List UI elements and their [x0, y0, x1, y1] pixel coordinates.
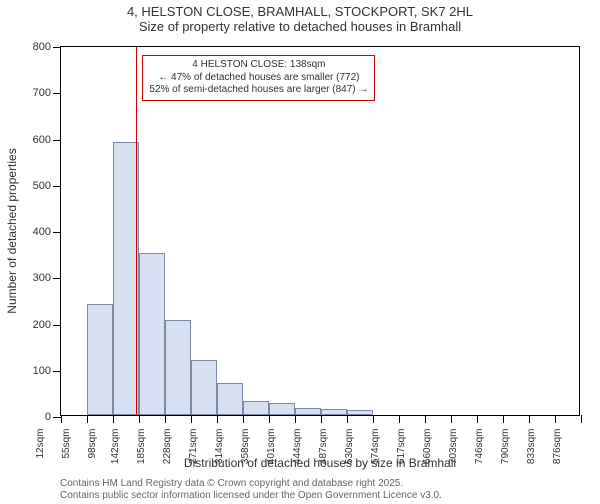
x-tick: [243, 415, 244, 423]
y-tick-label: 600: [33, 134, 51, 146]
annotation-box: 4 HELSTON CLOSE: 138sqm← 47% of detached…: [142, 55, 375, 101]
y-tick: [53, 371, 61, 372]
annotation-line-1: 4 HELSTON CLOSE: 138sqm: [149, 59, 368, 72]
histogram-bar: [165, 320, 191, 415]
plot-region: 010020030040050060070080012sqm55sqm98sqm…: [60, 46, 580, 416]
x-tick: [373, 415, 374, 423]
y-tick: [53, 93, 61, 94]
x-tick: [191, 415, 192, 423]
y-tick: [53, 186, 61, 187]
histogram-bar: [269, 403, 295, 415]
x-tick: [529, 415, 530, 423]
histogram-bar: [321, 409, 347, 415]
x-tick-label: 228sqm: [162, 429, 173, 465]
y-tick: [53, 325, 61, 326]
x-tick-label: 271sqm: [188, 429, 199, 465]
y-tick-label: 0: [45, 411, 51, 423]
x-tick-label: 55sqm: [61, 429, 72, 459]
x-tick: [451, 415, 452, 423]
y-tick: [53, 140, 61, 141]
chart-area: Number of detached properties Distributi…: [60, 46, 580, 416]
x-tick-label: 703sqm: [448, 429, 459, 465]
x-tick: [555, 415, 556, 423]
y-tick-label: 100: [33, 365, 51, 377]
y-tick: [53, 47, 61, 48]
x-tick: [581, 415, 582, 423]
x-tick-label: 401sqm: [266, 429, 277, 465]
x-tick: [165, 415, 166, 423]
x-tick: [503, 415, 504, 423]
y-tick-label: 400: [33, 226, 51, 238]
x-tick-label: 98sqm: [87, 429, 98, 459]
y-tick-label: 500: [33, 180, 51, 192]
histogram-bar: [347, 410, 373, 415]
annotation-line-2: ← 47% of detached houses are smaller (77…: [149, 72, 368, 85]
x-tick-label: 314sqm: [214, 429, 225, 465]
x-tick-label: 185sqm: [136, 429, 147, 465]
chart-title-sub: Size of property relative to detached ho…: [0, 19, 600, 34]
x-tick: [113, 415, 114, 423]
x-tick-label: 358sqm: [240, 429, 251, 465]
x-tick-label: 746sqm: [474, 429, 485, 465]
y-tick-label: 700: [33, 87, 51, 99]
x-tick-label: 617sqm: [396, 429, 407, 465]
x-tick-label: 444sqm: [292, 429, 303, 465]
annotation-line-3: 52% of semi-detached houses are larger (…: [149, 84, 368, 97]
x-tick: [269, 415, 270, 423]
x-tick: [347, 415, 348, 423]
marker-line: [136, 47, 137, 415]
y-tick: [53, 417, 61, 418]
footer-text: Contains HM Land Registry data © Crown c…: [60, 478, 442, 502]
x-tick: [61, 415, 62, 423]
x-tick-label: 833sqm: [526, 429, 537, 465]
histogram-bar: [295, 408, 321, 415]
footer-line-1: Contains HM Land Registry data © Crown c…: [60, 478, 442, 490]
x-tick-label: 12sqm: [35, 429, 46, 459]
x-tick: [139, 415, 140, 423]
x-tick: [295, 415, 296, 423]
y-tick: [53, 232, 61, 233]
x-tick-label: 142sqm: [110, 429, 121, 465]
x-tick-label: 574sqm: [370, 429, 381, 465]
y-tick: [53, 278, 61, 279]
x-tick-label: 790sqm: [500, 429, 511, 465]
y-axis-label: Number of detached properties: [5, 148, 19, 313]
histogram-bar: [243, 401, 269, 415]
x-tick: [321, 415, 322, 423]
x-tick: [399, 415, 400, 423]
histogram-bar: [87, 304, 113, 415]
x-tick: [477, 415, 478, 423]
x-tick: [87, 415, 88, 423]
y-tick-label: 300: [33, 272, 51, 284]
histogram-bar: [113, 142, 139, 415]
x-tick-label: 876sqm: [552, 429, 563, 465]
x-tick-label: 660sqm: [422, 429, 433, 465]
y-tick-label: 800: [33, 41, 51, 53]
footer-line-2: Contains public sector information licen…: [60, 490, 442, 502]
chart-title-main: 4, HELSTON CLOSE, BRAMHALL, STOCKPORT, S…: [0, 4, 600, 19]
chart-container: 4, HELSTON CLOSE, BRAMHALL, STOCKPORT, S…: [0, 4, 600, 504]
x-tick: [217, 415, 218, 423]
x-tick-label: 530sqm: [344, 429, 355, 465]
x-tick: [425, 415, 426, 423]
histogram-bar: [139, 253, 165, 415]
histogram-bar: [217, 383, 243, 415]
x-tick-label: 487sqm: [318, 429, 329, 465]
histogram-bar: [191, 360, 217, 416]
y-tick-label: 200: [33, 319, 51, 331]
